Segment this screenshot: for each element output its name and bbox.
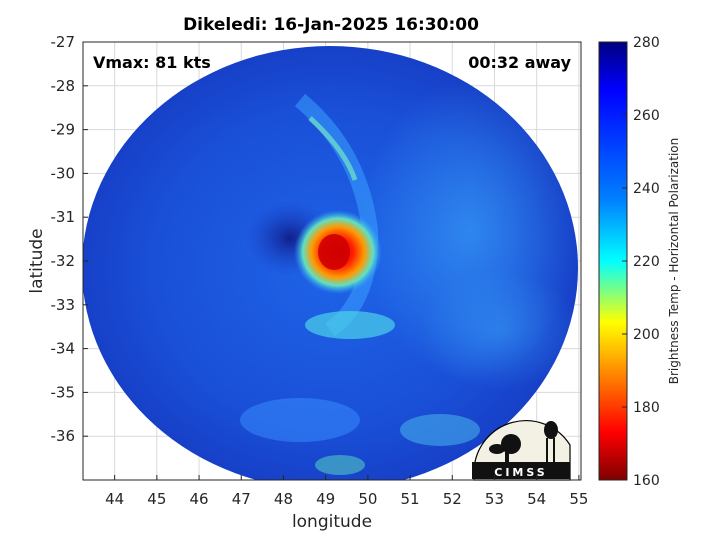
logo-text: CIMSS — [494, 466, 547, 479]
y-tick-label: -33 — [51, 296, 76, 314]
plot-title: Dikeledi: 16-Jan-2025 16:30:00 — [183, 15, 479, 35]
y-tick-label: -31 — [51, 208, 76, 226]
y-axis-label: latitude — [27, 228, 47, 293]
x-tick-label: 46 — [190, 490, 209, 508]
y-tick-label: -27 — [51, 33, 76, 51]
colorbar-tick-label: 220 — [633, 254, 660, 270]
x-tick-label: 51 — [401, 490, 420, 508]
y-tick-label: -36 — [51, 427, 76, 445]
x-tick-label: 54 — [527, 490, 546, 508]
x-axis-label: longitude — [292, 512, 372, 532]
colorbar-tick-label: 260 — [633, 108, 660, 124]
southern-patch — [240, 398, 360, 442]
map-plot-area: CIMSS Vmax: 81 kts 00:32 away — [82, 41, 582, 481]
colorbar-tick-label: 200 — [633, 327, 660, 343]
colorbar-tick-label: 280 — [633, 35, 660, 51]
y-tick-label: -30 — [51, 164, 76, 182]
time-offset-label: 00:32 away — [468, 53, 571, 72]
x-tick-label: 44 — [105, 490, 124, 508]
y-tick-label: -34 — [51, 340, 76, 358]
x-axis-ticks: 44 45 46 47 48 49 50 51 52 53 54 55 — [105, 475, 588, 508]
southern-band — [305, 311, 395, 339]
y-tick-label: -35 — [51, 383, 76, 401]
x-tick-label: 49 — [316, 490, 335, 508]
cimss-logo: CIMSS — [472, 420, 571, 481]
y-tick-label: -32 — [51, 252, 76, 270]
x-tick-label: 45 — [147, 490, 166, 508]
warm-core-center — [318, 234, 350, 270]
spiral-band-core — [308, 116, 358, 181]
x-tick-label: 53 — [485, 490, 504, 508]
colorbar-ticks: 280 260 240 220 200 180 160 — [622, 35, 660, 489]
colorbar-label: Brightness Temp - Horizontal Polarizatio… — [667, 138, 681, 385]
x-tick-label: 47 — [232, 490, 251, 508]
vmax-label: Vmax: 81 kts — [93, 53, 211, 72]
colorbar-tick-label: 240 — [633, 181, 660, 197]
x-tick-label: 50 — [358, 490, 377, 508]
y-axis-ticks: -27 -28 -29 -30 -31 -32 -33 -34 -35 -36 — [51, 33, 88, 445]
southern-patch — [400, 414, 480, 446]
southern-patch — [315, 455, 365, 475]
brightness-temperature-swath — [83, 46, 578, 480]
southeast-rainband — [420, 270, 578, 390]
y-tick-label: -28 — [51, 77, 76, 95]
colorbar-tick-label: 160 — [633, 473, 660, 489]
y-tick-label: -29 — [51, 121, 76, 139]
x-tick-label: 55 — [569, 490, 588, 508]
colorbar-tick-label: 180 — [633, 400, 660, 416]
colorbar: 280 260 240 220 200 180 160 Brightness Temp - … — [598, 35, 681, 489]
x-tick-label: 52 — [443, 490, 462, 508]
x-tick-label: 48 — [274, 490, 293, 508]
